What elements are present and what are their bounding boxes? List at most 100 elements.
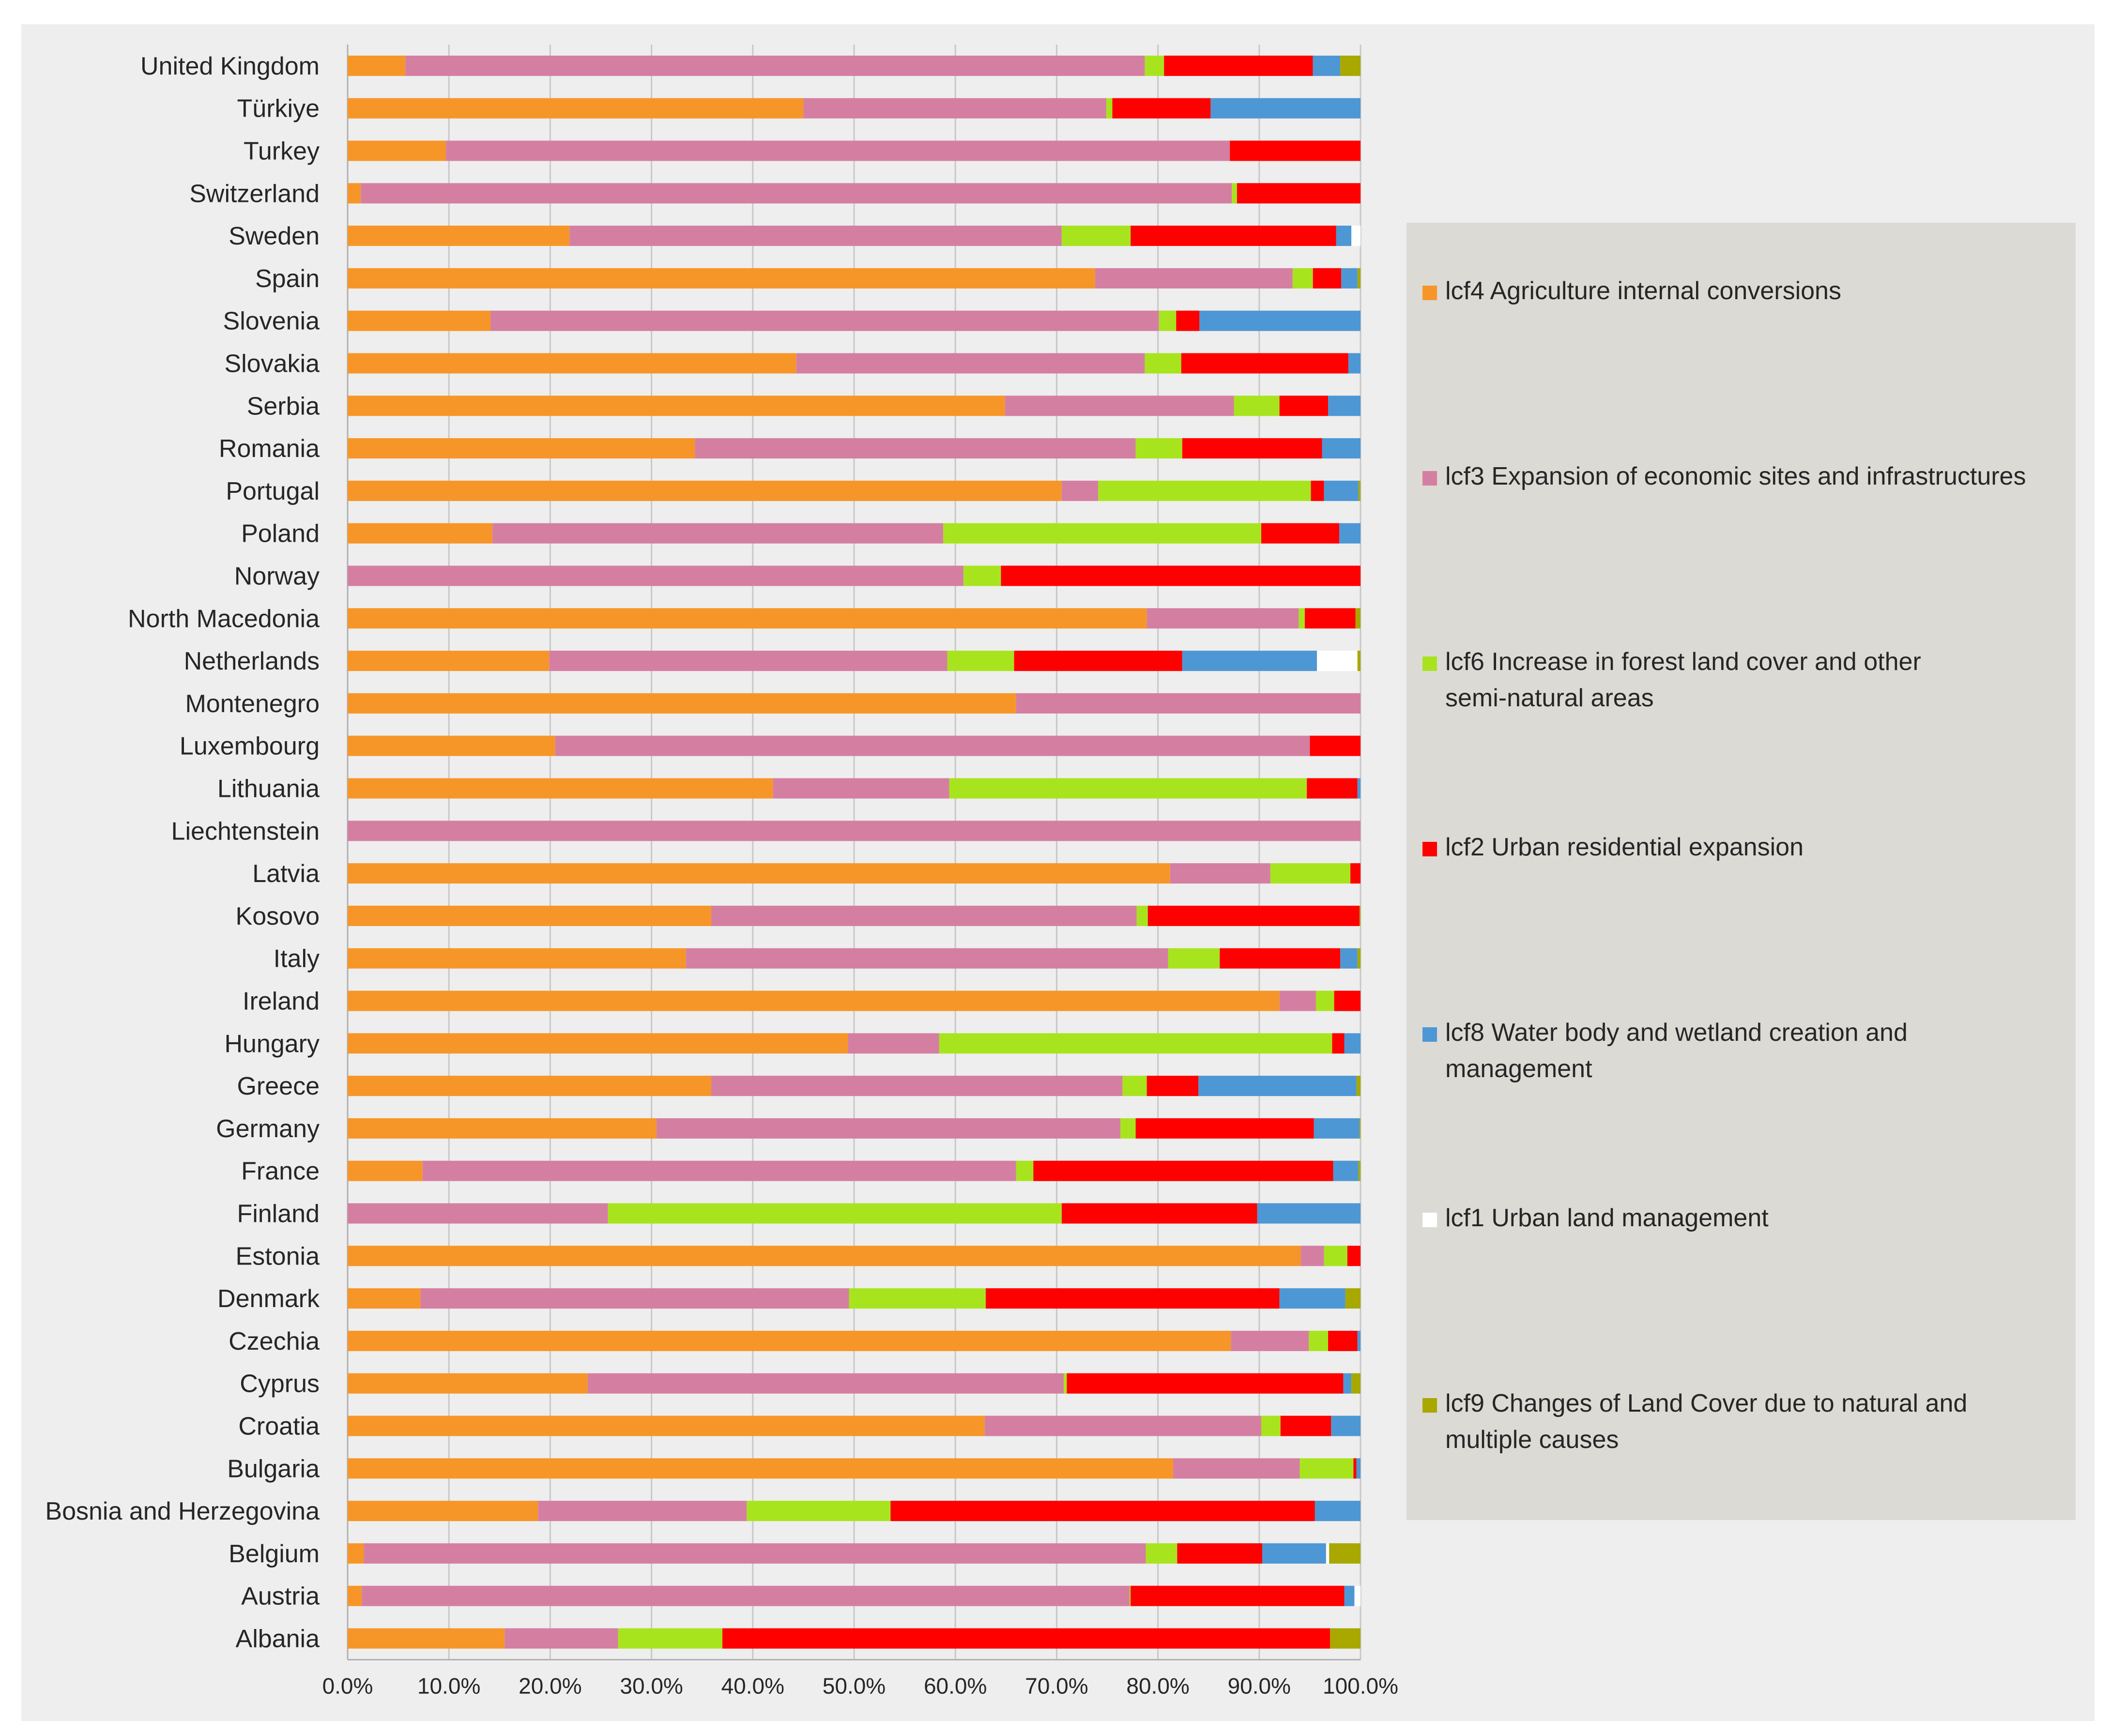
bar-segment bbox=[1351, 1373, 1361, 1394]
bar-segment bbox=[348, 1076, 712, 1096]
bar-segment bbox=[348, 1416, 985, 1436]
legend-swatch bbox=[1422, 286, 1437, 300]
bar-segment bbox=[1170, 863, 1270, 884]
bar-segment bbox=[796, 353, 1145, 374]
bar-segment bbox=[348, 353, 796, 374]
bar-segment bbox=[1033, 1160, 1333, 1181]
bar-segment bbox=[1122, 1076, 1147, 1096]
bar-segment bbox=[1279, 1288, 1346, 1309]
bar-segment bbox=[1359, 905, 1361, 926]
bar-segment bbox=[963, 565, 1001, 586]
bar-segment bbox=[695, 438, 1136, 459]
x-tick-label: 20.0% bbox=[519, 1673, 581, 1698]
bar-segment bbox=[1304, 608, 1356, 629]
bar-segment bbox=[348, 948, 686, 969]
bar-segment bbox=[1135, 1118, 1314, 1139]
category-label: Bosnia and Herzegovina bbox=[45, 1497, 320, 1525]
bar-segment bbox=[1146, 1543, 1177, 1564]
bar-segment bbox=[348, 990, 1280, 1011]
bar-segment bbox=[1315, 1501, 1361, 1522]
bar-segment bbox=[1358, 480, 1361, 501]
bar-segment bbox=[1357, 651, 1361, 671]
bar-segment bbox=[1220, 948, 1341, 969]
bar-segment bbox=[848, 1033, 939, 1054]
bar-segment bbox=[1176, 310, 1200, 331]
bar-segment bbox=[943, 523, 1261, 544]
bar-segment bbox=[939, 1033, 1332, 1054]
bar-segment bbox=[348, 523, 493, 544]
bar-segment bbox=[1005, 396, 1234, 416]
bar-segment bbox=[505, 1628, 618, 1649]
x-tick-label: 40.0% bbox=[721, 1673, 784, 1698]
bar-segment bbox=[1198, 1076, 1357, 1096]
bar-segment bbox=[1350, 863, 1361, 884]
bar-segment bbox=[1145, 353, 1181, 374]
bar-segment bbox=[985, 1288, 1280, 1309]
category-label: Czechia bbox=[229, 1327, 320, 1355]
bar-segment bbox=[348, 1373, 588, 1394]
bar-segment bbox=[1112, 98, 1211, 119]
bar-segment bbox=[1230, 140, 1361, 161]
bar-segment bbox=[1177, 1543, 1263, 1564]
bar-segment bbox=[1357, 268, 1361, 289]
bar-segment bbox=[1280, 1416, 1331, 1436]
category-label: United Kingdom bbox=[140, 52, 320, 80]
category-label: Netherlands bbox=[184, 647, 320, 675]
category-label: Austria bbox=[241, 1583, 320, 1611]
category-label: Greece bbox=[237, 1072, 320, 1100]
category-label: Finland bbox=[237, 1200, 320, 1228]
value-axis-ticks: 0.0% 10.0% 20.0% 30.0% 40.0% 50.0% 60.0% 70.0% 8… bbox=[322, 1673, 1398, 1698]
category-label: Portugal bbox=[226, 477, 320, 505]
bar-segment bbox=[348, 863, 1170, 884]
bar-segment bbox=[1182, 651, 1317, 671]
x-tick-label: 70.0% bbox=[1025, 1673, 1088, 1698]
legend-swatch bbox=[1422, 1213, 1437, 1227]
bar-segment bbox=[1147, 1076, 1199, 1096]
category-label: Switzerland bbox=[189, 180, 320, 208]
bar-segment bbox=[1237, 183, 1361, 204]
bar-segment bbox=[1336, 226, 1352, 246]
category-label: Türkiye bbox=[237, 95, 320, 123]
bar-segment bbox=[1331, 1416, 1361, 1436]
category-label: Ireland bbox=[243, 988, 320, 1016]
category-axis-labels: United Kingdom Türkiye Turkey Switzerland Sw… bbox=[45, 52, 320, 1653]
bar-segment bbox=[1135, 438, 1182, 459]
category-label: Sweden bbox=[229, 222, 320, 250]
bar-segment bbox=[1351, 226, 1361, 246]
bar-segment bbox=[1147, 905, 1360, 926]
category-label: France bbox=[241, 1157, 320, 1186]
bar-segment bbox=[348, 268, 1095, 289]
bar-segment bbox=[1131, 1585, 1345, 1606]
legend-swatch bbox=[1422, 842, 1437, 856]
bar-segment bbox=[1348, 353, 1361, 374]
legend-swatch bbox=[1422, 1398, 1437, 1413]
bar-segment bbox=[587, 1373, 1064, 1394]
bar-segment bbox=[1328, 396, 1361, 416]
bar-segment bbox=[348, 778, 773, 799]
bar-segment bbox=[1356, 1458, 1361, 1479]
bar-segment bbox=[1199, 310, 1361, 331]
category-label: Denmark bbox=[217, 1285, 320, 1313]
bar-segment bbox=[1299, 608, 1305, 629]
bar-segment bbox=[1270, 863, 1351, 884]
bar-segment bbox=[1210, 98, 1361, 119]
bar-segment bbox=[1340, 948, 1358, 969]
bar-segment bbox=[348, 98, 804, 119]
bar-segment bbox=[1354, 1585, 1361, 1606]
bar-segment bbox=[492, 523, 944, 544]
bar-segment bbox=[1279, 396, 1329, 416]
bar-segment bbox=[1173, 1458, 1300, 1479]
bar-segment bbox=[1353, 1458, 1357, 1479]
legend-label: lcf3 Expansion of economic sites and inf… bbox=[1445, 462, 2026, 490]
bar-segment bbox=[348, 821, 1361, 841]
category-label: Spain bbox=[255, 265, 320, 293]
bar-segment bbox=[569, 226, 1062, 246]
bar-segment bbox=[1357, 948, 1361, 969]
bar-segment bbox=[445, 140, 1230, 161]
bar-segment bbox=[1324, 1246, 1347, 1266]
category-label: Croatia bbox=[238, 1413, 320, 1441]
bar-segment bbox=[1322, 438, 1361, 459]
bar-segment bbox=[362, 1585, 1130, 1606]
bar-segment bbox=[722, 1628, 1330, 1649]
category-label: North Macedonia bbox=[128, 605, 320, 633]
